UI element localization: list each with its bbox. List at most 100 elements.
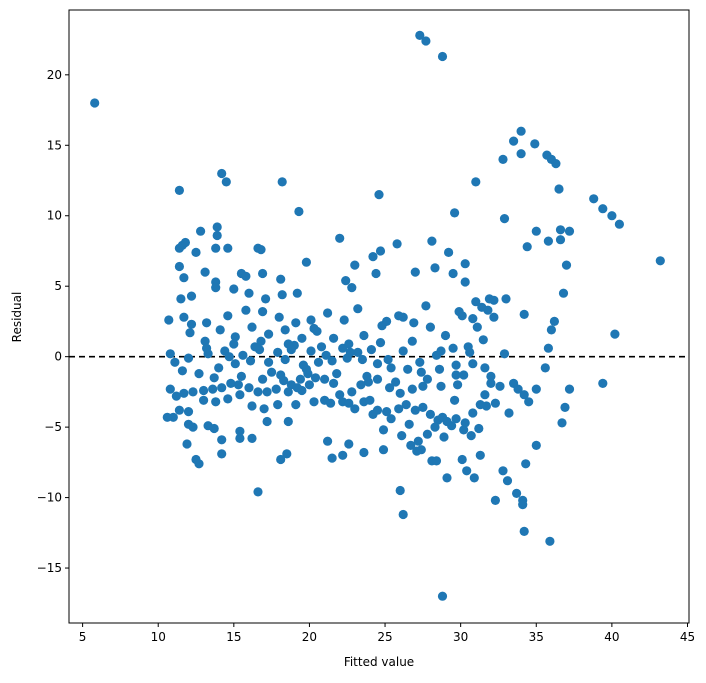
x-tick-label: 5 <box>79 630 87 644</box>
data-point <box>469 473 479 483</box>
data-point <box>179 312 189 322</box>
data-point <box>165 349 175 359</box>
data-point <box>430 422 440 432</box>
data-point <box>244 383 254 393</box>
data-point <box>508 136 519 146</box>
data-point <box>211 283 221 293</box>
data-point <box>200 267 210 277</box>
data-point <box>199 385 209 396</box>
data-point <box>471 177 481 187</box>
data-point <box>410 267 420 277</box>
data-point <box>350 404 360 414</box>
data-point <box>448 343 458 353</box>
data-point <box>235 426 245 436</box>
data-point <box>501 294 511 304</box>
data-point <box>478 335 488 345</box>
data-point <box>238 350 248 360</box>
data-point <box>292 288 302 298</box>
data-point <box>398 346 408 356</box>
data-point <box>425 322 435 332</box>
data-point <box>283 416 293 427</box>
data-point <box>564 384 575 394</box>
data-point <box>442 416 452 427</box>
data-point <box>245 356 256 366</box>
data-point <box>170 357 180 367</box>
data-point <box>383 354 393 365</box>
data-point <box>413 436 423 446</box>
data-point <box>362 371 372 381</box>
data-point <box>344 339 354 349</box>
y-tick-label: 15 <box>47 138 62 152</box>
data-point <box>250 342 260 352</box>
y-axis-ticks: −15 −10 −5 0 5 10 15 20 <box>37 68 69 575</box>
data-point <box>344 398 354 408</box>
data-point <box>230 332 240 342</box>
data-point <box>297 333 307 343</box>
data-point <box>372 374 383 384</box>
data-point <box>555 225 566 235</box>
data-point <box>309 397 319 407</box>
data-point <box>326 398 336 408</box>
data-point <box>202 318 212 328</box>
data-point <box>434 364 445 374</box>
data-point <box>498 154 508 164</box>
data-point <box>226 378 236 388</box>
x-axis-ticks: 5 10 15 20 25 30 35 40 45 <box>79 623 695 644</box>
data-point <box>202 343 212 353</box>
data-point <box>430 263 440 273</box>
data-point <box>244 288 254 298</box>
y-tick-label: 10 <box>47 209 62 223</box>
data-point <box>454 307 464 317</box>
data-point <box>450 395 460 405</box>
data-point <box>329 378 339 388</box>
data-point <box>444 247 454 257</box>
data-point <box>415 30 425 40</box>
data-point <box>422 374 432 384</box>
data-point <box>176 294 186 304</box>
data-point <box>256 245 266 255</box>
data-point <box>230 359 240 369</box>
data-point <box>282 449 292 459</box>
data-point <box>450 208 460 218</box>
data-point <box>335 390 345 400</box>
data-point <box>164 315 174 325</box>
data-point <box>186 319 197 329</box>
data-point <box>174 261 184 272</box>
data-point <box>185 328 195 338</box>
data-point <box>395 485 405 496</box>
data-point <box>521 459 531 469</box>
data-point <box>513 384 523 394</box>
data-point <box>264 329 274 339</box>
data-point <box>561 260 572 270</box>
y-tick-label: 20 <box>47 68 62 82</box>
data-point <box>407 336 417 346</box>
data-point <box>356 380 366 390</box>
data-point <box>471 297 481 307</box>
data-point <box>598 378 608 388</box>
data-point <box>241 271 251 281</box>
data-point <box>391 377 401 387</box>
data-point <box>375 338 386 348</box>
data-point <box>422 429 432 439</box>
data-point <box>558 288 569 298</box>
data-point <box>247 401 257 411</box>
data-point <box>451 414 461 424</box>
data-point <box>211 243 221 253</box>
data-point <box>359 330 369 341</box>
scatter-points <box>90 30 665 601</box>
x-tick-label: 15 <box>226 630 241 644</box>
x-tick-label: 30 <box>453 630 468 644</box>
data-point <box>531 226 541 236</box>
data-point <box>382 407 392 417</box>
data-point <box>235 433 245 443</box>
data-point <box>404 419 414 429</box>
data-point <box>357 354 367 365</box>
data-point <box>462 466 472 476</box>
data-point <box>530 139 540 149</box>
x-tick-label: 45 <box>680 630 695 644</box>
data-point <box>295 374 305 384</box>
data-point <box>498 466 508 476</box>
y-tick-label: −5 <box>44 420 62 434</box>
data-point <box>519 390 529 400</box>
data-point <box>345 347 355 357</box>
